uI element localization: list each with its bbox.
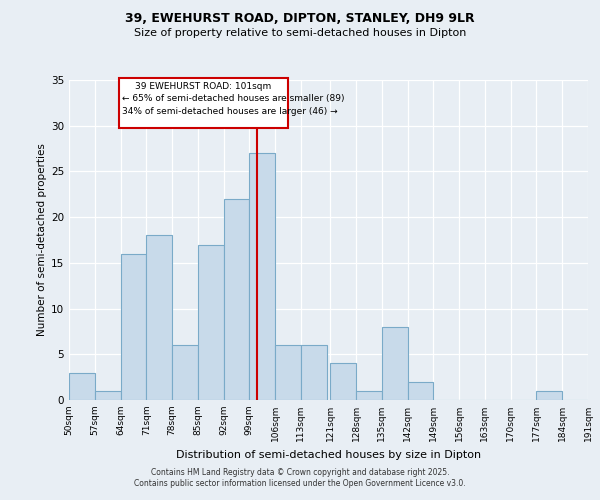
Bar bbox=[250, 153, 275, 400]
Bar bbox=[224, 199, 250, 400]
Bar bbox=[275, 345, 301, 400]
Bar bbox=[382, 327, 407, 400]
Bar bbox=[356, 391, 382, 400]
Text: ← 65% of semi-detached houses are smaller (89): ← 65% of semi-detached houses are smalle… bbox=[122, 94, 345, 102]
Bar bbox=[146, 236, 172, 400]
Bar bbox=[119, 78, 288, 128]
Text: 34% of semi-detached houses are larger (46) →: 34% of semi-detached houses are larger (… bbox=[122, 106, 338, 116]
Bar bbox=[172, 345, 198, 400]
Text: Contains HM Land Registry data © Crown copyright and database right 2025.
Contai: Contains HM Land Registry data © Crown c… bbox=[134, 468, 466, 487]
Bar bbox=[69, 372, 95, 400]
Bar bbox=[198, 244, 224, 400]
X-axis label: Distribution of semi-detached houses by size in Dipton: Distribution of semi-detached houses by … bbox=[176, 450, 481, 460]
Bar bbox=[536, 391, 562, 400]
Text: 39 EWEHURST ROAD: 101sqm: 39 EWEHURST ROAD: 101sqm bbox=[135, 82, 271, 91]
Bar bbox=[121, 254, 146, 400]
Bar bbox=[95, 391, 121, 400]
Y-axis label: Number of semi-detached properties: Number of semi-detached properties bbox=[37, 144, 47, 336]
Bar bbox=[407, 382, 433, 400]
Bar bbox=[331, 364, 356, 400]
Text: Size of property relative to semi-detached houses in Dipton: Size of property relative to semi-detach… bbox=[134, 28, 466, 38]
Text: 39, EWEHURST ROAD, DIPTON, STANLEY, DH9 9LR: 39, EWEHURST ROAD, DIPTON, STANLEY, DH9 … bbox=[125, 12, 475, 26]
Bar bbox=[301, 345, 326, 400]
